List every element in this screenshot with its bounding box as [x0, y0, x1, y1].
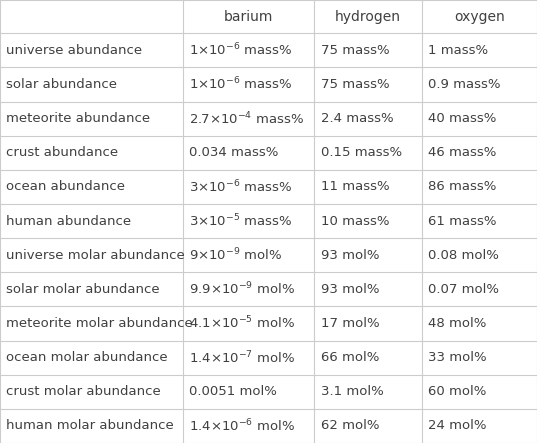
Text: hydrogen: hydrogen	[335, 10, 401, 23]
Text: $3{\times}10^{-6}$ mass%: $3{\times}10^{-6}$ mass%	[189, 179, 293, 195]
Text: $1{\times}10^{-6}$ mass%: $1{\times}10^{-6}$ mass%	[189, 42, 293, 58]
Text: crust abundance: crust abundance	[6, 146, 119, 159]
Text: oxygen: oxygen	[454, 10, 505, 23]
Text: 0.034 mass%: 0.034 mass%	[189, 146, 278, 159]
Text: human molar abundance: human molar abundance	[6, 420, 174, 432]
Text: solar molar abundance: solar molar abundance	[6, 283, 160, 296]
Text: 2.4 mass%: 2.4 mass%	[321, 112, 393, 125]
Text: 24 mol%: 24 mol%	[428, 420, 487, 432]
Text: 61 mass%: 61 mass%	[428, 214, 497, 228]
Text: solar abundance: solar abundance	[6, 78, 118, 91]
Text: crust molar abundance: crust molar abundance	[6, 385, 161, 398]
Text: 10 mass%: 10 mass%	[321, 214, 389, 228]
Text: 33 mol%: 33 mol%	[428, 351, 487, 364]
Text: 93 mol%: 93 mol%	[321, 249, 379, 262]
Text: ocean molar abundance: ocean molar abundance	[6, 351, 168, 364]
Text: meteorite abundance: meteorite abundance	[6, 112, 150, 125]
Text: 0.9 mass%: 0.9 mass%	[428, 78, 500, 91]
Text: meteorite molar abundance: meteorite molar abundance	[6, 317, 193, 330]
Text: $4.1{\times}10^{-5}$ mol%: $4.1{\times}10^{-5}$ mol%	[189, 315, 295, 332]
Text: 60 mol%: 60 mol%	[428, 385, 487, 398]
Text: $9{\times}10^{-9}$ mol%: $9{\times}10^{-9}$ mol%	[189, 247, 282, 264]
Text: 40 mass%: 40 mass%	[428, 112, 496, 125]
Text: human abundance: human abundance	[6, 214, 132, 228]
Text: $1.4{\times}10^{-6}$ mol%: $1.4{\times}10^{-6}$ mol%	[189, 418, 295, 434]
Text: 66 mol%: 66 mol%	[321, 351, 379, 364]
Text: 0.15 mass%: 0.15 mass%	[321, 146, 402, 159]
Text: 86 mass%: 86 mass%	[428, 180, 496, 194]
Text: $1{\times}10^{-6}$ mass%: $1{\times}10^{-6}$ mass%	[189, 76, 293, 93]
Text: 75 mass%: 75 mass%	[321, 44, 389, 57]
Text: 3.1 mol%: 3.1 mol%	[321, 385, 383, 398]
Text: ocean abundance: ocean abundance	[6, 180, 126, 194]
Text: 0.0051 mol%: 0.0051 mol%	[189, 385, 277, 398]
Text: 46 mass%: 46 mass%	[428, 146, 496, 159]
Text: 1 mass%: 1 mass%	[428, 44, 488, 57]
Text: 17 mol%: 17 mol%	[321, 317, 379, 330]
Text: 93 mol%: 93 mol%	[321, 283, 379, 296]
Text: universe molar abundance: universe molar abundance	[6, 249, 185, 262]
Text: 75 mass%: 75 mass%	[321, 78, 389, 91]
Text: 0.08 mol%: 0.08 mol%	[428, 249, 499, 262]
Text: $1.4{\times}10^{-7}$ mol%: $1.4{\times}10^{-7}$ mol%	[189, 350, 295, 366]
Text: $3{\times}10^{-5}$ mass%: $3{\times}10^{-5}$ mass%	[189, 213, 293, 229]
Text: barium: barium	[224, 10, 273, 23]
Text: 62 mol%: 62 mol%	[321, 420, 379, 432]
Text: $9.9{\times}10^{-9}$ mol%: $9.9{\times}10^{-9}$ mol%	[189, 281, 295, 298]
Text: 0.07 mol%: 0.07 mol%	[428, 283, 499, 296]
Text: 48 mol%: 48 mol%	[428, 317, 487, 330]
Text: 11 mass%: 11 mass%	[321, 180, 389, 194]
Text: universe abundance: universe abundance	[6, 44, 142, 57]
Text: $2.7{\times}10^{-4}$ mass%: $2.7{\times}10^{-4}$ mass%	[189, 110, 304, 127]
